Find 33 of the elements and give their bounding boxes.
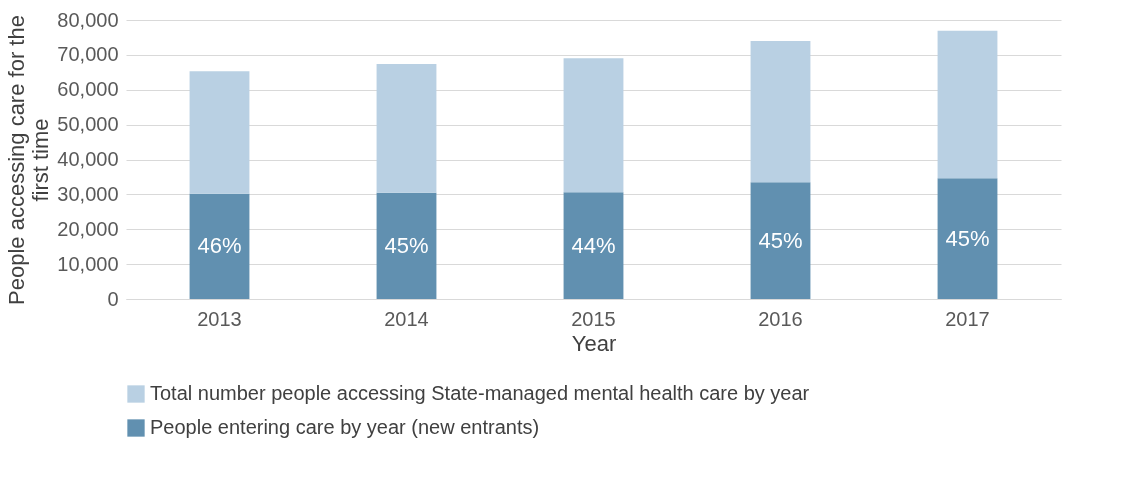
y-tick-label: 20,000 xyxy=(57,217,119,240)
annotation: 45% xyxy=(945,225,990,251)
bar xyxy=(937,30,998,179)
y-tick-label: 80,000 xyxy=(57,8,119,31)
bar xyxy=(563,192,624,299)
bar xyxy=(750,40,811,183)
y-tick-label: 10,000 xyxy=(57,252,119,275)
bar xyxy=(189,71,250,194)
bar xyxy=(937,178,998,299)
annotation: 44% xyxy=(571,232,616,258)
x-tick-label: 2016 xyxy=(758,307,803,330)
y-tick-label: 50,000 xyxy=(57,113,119,136)
x-tick-label: 2017 xyxy=(945,307,990,330)
y-tick-label: 60,000 xyxy=(57,78,119,101)
x-axis-title: Year xyxy=(571,330,617,356)
y-tick-label: 70,000 xyxy=(57,43,119,66)
y-tick-label: 40,000 xyxy=(57,148,119,170)
y-tick-label: 30,000 xyxy=(57,182,119,205)
bar xyxy=(563,58,624,193)
annotation: 46% xyxy=(197,233,242,259)
bar xyxy=(376,63,437,193)
legend-label: Total number people accessing State-managed mental health care by year xyxy=(150,382,810,404)
x-tick-label: 2014 xyxy=(384,307,429,330)
legend-label: People entering care by year (new entrants) xyxy=(150,416,540,438)
bar xyxy=(189,193,250,299)
annotation: 45% xyxy=(384,232,429,258)
bar xyxy=(376,192,437,299)
x-tick-label: 2015 xyxy=(571,307,616,330)
annotation: 45% xyxy=(758,227,803,253)
y-axis-title: People accessing care for the first time xyxy=(4,15,54,305)
bar xyxy=(750,182,811,299)
y-tick-label: 0 xyxy=(107,287,119,310)
x-tick-label: 2013 xyxy=(197,307,242,330)
